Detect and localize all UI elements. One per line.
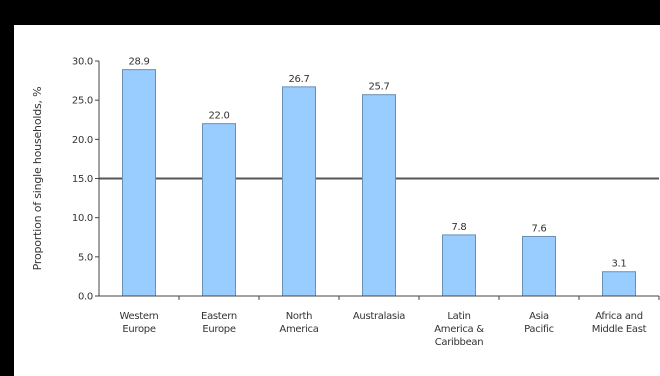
data-label-0: 28.9 — [128, 57, 149, 68]
data-label-2: 26.7 — [288, 74, 309, 85]
data-label-6: 3.1 — [611, 259, 626, 270]
data-label-4: 7.8 — [451, 222, 466, 233]
y-tick-label-2: 10.0 — [72, 213, 93, 224]
y-tick-label-0: 0.0 — [78, 292, 93, 303]
y-ticks: 0.0 5.0 10.0 15.0 20.0 25.0 30.0 — [72, 57, 99, 303]
data-label-5: 7.6 — [531, 223, 546, 234]
data-label-1: 22.0 — [208, 111, 229, 122]
bar-chart: Proportion of single households, % 0.0 5.… — [31, 57, 660, 348]
bars — [122, 69, 636, 297]
x-category-2: North America — [279, 311, 318, 335]
bar-3 — [362, 94, 396, 297]
bar-0 — [122, 69, 156, 297]
y-tick-label-1: 5.0 — [78, 252, 93, 263]
bar-5 — [522, 235, 556, 297]
data-labels: 28.9 22.0 26.7 25.7 7.8 7.6 3.1 — [128, 57, 626, 270]
bar-1 — [202, 123, 236, 297]
x-category-0: Western Europe — [120, 311, 159, 335]
chart-panel: Proportion of single households, % 0.0 5.… — [14, 25, 660, 376]
x-category-5: Asia Pacific — [524, 311, 554, 335]
y-tick-label-5: 25.0 — [72, 96, 93, 107]
x-categories: Western Europe Eastern Europe North America Au… — [120, 311, 647, 348]
y-tick-label-4: 20.0 — [72, 135, 93, 146]
y-tick-label-3: 15.0 — [72, 174, 93, 185]
y-axis-label: Proportion of single households, % — [31, 87, 44, 271]
x-category-1: Eastern Europe — [201, 311, 237, 335]
bar-4 — [442, 234, 476, 297]
x-category-4: Latin America & Caribbean — [434, 311, 484, 348]
data-label-3: 25.7 — [368, 82, 389, 93]
bar-6 — [602, 271, 636, 297]
bar-2 — [282, 86, 316, 297]
x-category-6: Africa and Middle East — [592, 311, 647, 335]
y-tick-label-6: 30.0 — [72, 57, 93, 68]
x-category-3: Australasia — [353, 311, 405, 322]
